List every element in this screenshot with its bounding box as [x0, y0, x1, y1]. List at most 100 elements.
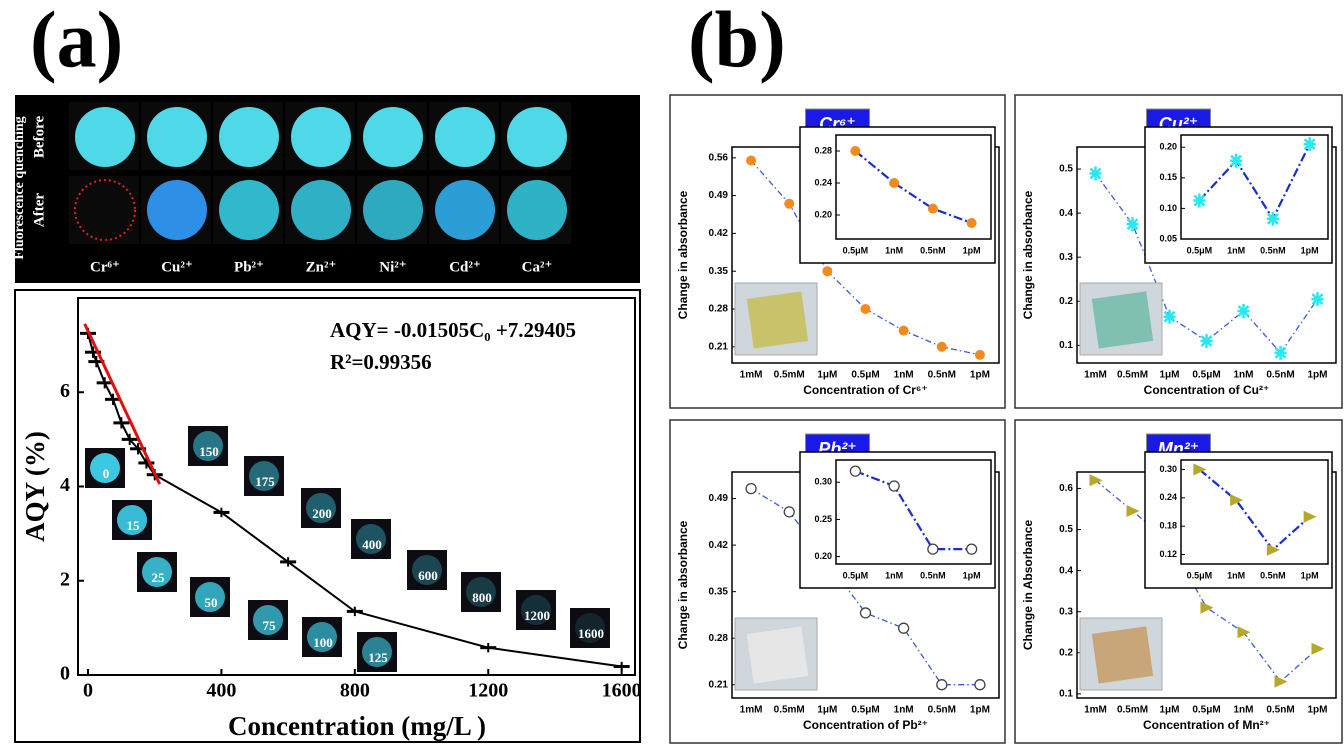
point [937, 680, 947, 690]
point [975, 350, 985, 360]
ion-label: Pb²⁺ [234, 259, 264, 275]
sample-label: 0 [103, 466, 110, 481]
point [280, 560, 296, 563]
x-tick-label: 1pM [1301, 245, 1319, 255]
y-tick-label: 0.20 [814, 551, 832, 561]
point [928, 544, 938, 554]
x-tick-label: 1nM [885, 570, 903, 580]
x-tick-label: 0.5μM [1187, 245, 1213, 255]
point [213, 511, 229, 514]
y-axis-label: Change in absorbance [676, 190, 690, 319]
y-tick-label: 0.3 [1059, 606, 1073, 617]
y-axis-label: Change in absorbance [676, 520, 690, 649]
x-tick-label: 0.5mM [774, 705, 805, 716]
y-tick-label: 0.35 [709, 586, 729, 597]
point [122, 438, 138, 441]
annotation: AQY= -0.01505C₀ +7.29405 [330, 318, 576, 342]
x-tick-label: 1pM [963, 245, 981, 255]
x-tick-label: 1600 [602, 680, 642, 702]
y-tick-label: 0.49 [709, 190, 729, 201]
y-tick-label: 0.5 [1059, 524, 1073, 535]
y-tick-label: 0.4 [1059, 208, 1073, 219]
point [850, 466, 860, 476]
y-tick-label: 0.3 [1059, 252, 1073, 263]
strip [747, 291, 808, 348]
sample-label: 600 [418, 568, 438, 583]
point [1267, 212, 1279, 226]
disk [219, 107, 279, 167]
y-tick-label: 0.25 [814, 514, 832, 524]
y-tick-label: 0.24 [814, 177, 832, 187]
disk [147, 107, 207, 167]
y-tick-label: 0.12 [1159, 549, 1177, 559]
y-tick-label: 0.1 [1059, 340, 1073, 351]
y-axis-label: AQY (%) [20, 431, 50, 542]
sample-label: 25 [152, 570, 166, 585]
strip [747, 626, 808, 683]
point [746, 484, 756, 494]
x-axis-label: Concentration of Pb²⁺ [803, 718, 928, 732]
x-tick-label: 1nM [1234, 370, 1254, 381]
y-tick-label: 0.21 [709, 341, 729, 352]
disk [291, 180, 351, 240]
strip [1092, 626, 1153, 683]
x-tick-label: 1μM [817, 370, 837, 381]
point [899, 623, 909, 633]
x-tick-label: 1μM [817, 705, 837, 716]
x-tick-label: 0.5μM [843, 570, 869, 580]
y-tick-label: 0.18 [1159, 521, 1177, 531]
point [1238, 304, 1250, 318]
side-label: Fluorescence quenching [12, 116, 27, 259]
ion-label: Cu²⁺ [161, 259, 193, 275]
point [1201, 334, 1213, 348]
y-tick-label: 0.10 [1159, 203, 1177, 213]
x-tick-label: 1nM [1227, 570, 1245, 580]
row-label: After [31, 193, 47, 227]
y-tick-label: 0.30 [814, 477, 832, 487]
point [1304, 137, 1316, 151]
y-tick-label: 0 [60, 663, 70, 685]
x-tick-label: 0.5μM [851, 370, 879, 381]
point [889, 178, 899, 188]
y-axis-label: Change in Absorbance [1021, 520, 1035, 651]
x-tick-label: 1nM [894, 705, 914, 716]
x-tick-label: 0.5nM [920, 245, 946, 255]
x-tick-label: 1nM [1227, 245, 1245, 255]
point [899, 326, 909, 336]
y-tick-label: 0.42 [709, 540, 729, 551]
point [1275, 346, 1287, 360]
y-tick-label: 0.20 [814, 209, 832, 219]
disk [219, 180, 279, 240]
y-tick-label: 0.24 [1159, 492, 1177, 502]
ion-label: Zn²⁺ [306, 259, 337, 275]
disk [363, 107, 423, 167]
x-tick-label: 0.5mM [1117, 370, 1148, 381]
point [889, 481, 899, 491]
x-tick-label: 1nM [894, 370, 914, 381]
x-tick-label: 0.5μM [843, 245, 869, 255]
x-tick-label: 1nM [1234, 705, 1254, 716]
point [937, 342, 947, 352]
disk [363, 180, 423, 240]
x-tick-label: 1pM [1308, 370, 1328, 381]
x-tick-label: 1pM [1308, 705, 1328, 716]
sample-label: 50 [205, 595, 218, 610]
y-tick-label: 0.1 [1059, 689, 1073, 700]
x-tick-label: 1pM [963, 570, 981, 580]
y-tick-label: 0.30 [1159, 464, 1177, 474]
panel-label: (b) [688, 0, 786, 84]
y-tick-label: 0.28 [814, 145, 832, 155]
ion-label: Ni²⁺ [379, 259, 406, 275]
y-tick-label: 4 [60, 474, 70, 496]
y-tick-label: 0.05 [1159, 233, 1177, 243]
figure: (a) (b) Fluorescence quenching Before Af… [0, 0, 1344, 745]
point [1090, 166, 1102, 180]
point [746, 156, 756, 166]
point [928, 204, 938, 214]
photo-tile [69, 176, 139, 244]
sample-label: 15 [127, 518, 141, 533]
x-tick-label: 1pM [970, 370, 990, 381]
ion-label: Cd²⁺ [449, 259, 481, 275]
y-tick-label: 0.6 [1059, 483, 1073, 494]
x-tick-label: 0.5μM [851, 705, 879, 716]
